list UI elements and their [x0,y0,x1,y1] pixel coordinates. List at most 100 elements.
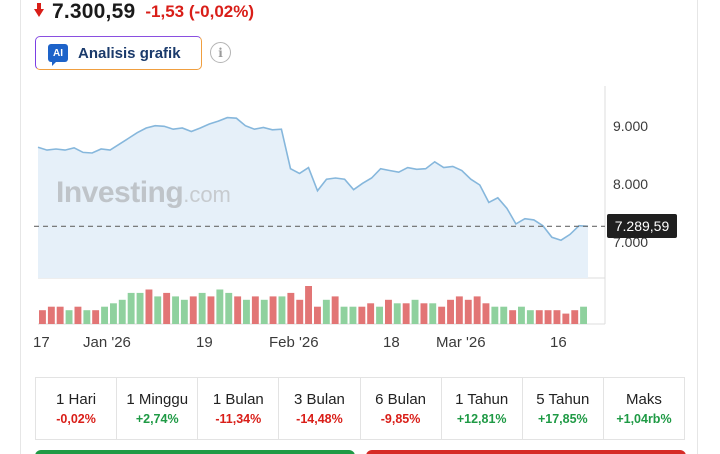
arrow-down-icon [34,3,44,17]
volume-bar [163,292,171,324]
volume-bar [314,306,321,324]
price-line [37,116,589,242]
period-1-bulan[interactable]: 1 Bulan -11,34% [198,378,280,439]
volume-bar [411,299,419,324]
quote-card [20,0,698,454]
price-area [38,117,588,278]
volume-bar [500,306,508,324]
price-chart-svg [34,86,606,325]
x-tick-label: Jan '26 [83,334,131,351]
volume-bar [65,310,73,324]
period-label: Maks [626,391,662,408]
period-change: -9,85% [380,412,421,426]
volume-bar [580,306,587,324]
volume-bar [207,296,215,324]
volume-bar [180,299,188,324]
investing-watermark: Investing.com [56,176,231,210]
volume-bar [243,299,250,324]
volume-bar [518,306,525,324]
period-5-tahun[interactable]: 5 Tahun +17,85% [523,378,604,439]
volume-bar [482,303,490,324]
buy-button[interactable] [35,450,355,454]
period-6-bulan[interactable]: 6 Bulan -9,85% [361,378,442,439]
volume-bar [473,296,481,324]
volume-bar [92,310,100,324]
volume-bar [331,296,339,324]
period-label: 1 Hari [56,391,97,408]
period-change: -11,34% [215,412,262,426]
period-change: +12,81% [456,412,507,426]
volume-bar [47,306,55,324]
x-tick-label: 18 [383,334,400,351]
volume-bar [39,310,46,324]
volume-bar [278,296,286,324]
period-label: 3 Bulan [294,391,345,408]
y-tick-label: 9.000 [613,117,649,134]
period-1-hari[interactable]: 1 Hari -0,02% [36,378,118,439]
volume-bar [571,310,579,324]
volume-bar [56,306,64,324]
volume-bar [260,299,268,324]
volume-bar [74,306,82,324]
chart-analysis-label: Analisis grafik [78,44,181,62]
volume-bar [491,306,499,324]
volume-bar [535,310,543,324]
price-change: -1,53 (-0,02%) [145,2,254,22]
period-label: 1 Bulan [212,391,264,408]
volume-bar [562,313,570,324]
volume-bar [101,306,108,324]
volume-bar [198,292,206,324]
period-maks[interactable]: Maks +1,04rb% [604,378,684,439]
volume-bar [340,306,348,324]
volume-bar [172,296,179,324]
period-change: +1,04rb% [616,412,672,426]
volume-bar [225,292,233,324]
x-tick-label: Feb '26 [269,334,319,351]
period-1-tahun[interactable]: 1 Tahun +12,81% [442,378,523,439]
x-tick-label: Mar '26 [436,334,486,351]
volume-bar [420,303,428,324]
volume-bar [322,299,330,324]
period-change: +2,74% [135,412,179,426]
volume-bar [234,296,242,324]
price-change-percent: (-0,02%) [188,2,255,21]
watermark-main: Investing [56,176,184,209]
volume-bar [376,306,383,324]
performance-periods: 1 Hari -0,02% 1 Minggu +2,74% 1 Bulan -11,34%… [35,377,685,440]
x-tick-label: 16 [550,334,567,351]
period-3-bulan[interactable]: 3 Bulan -14,48% [279,378,361,439]
volume-bar [509,310,517,324]
y-tick-label: 7.000 [613,234,649,251]
price-change-value: -1,53 [145,2,185,21]
period-change: -0,02% [56,412,96,426]
period-1-minggu[interactable]: 1 Minggu +2,74% [117,378,199,439]
volume-bar [154,296,162,324]
last-price-tag: 7.289,59 [607,214,677,239]
volume-bar [358,306,366,324]
x-tick-label: 17 [33,334,50,351]
last-price: 7.300,59 [52,0,136,23]
volume-bar [287,292,295,324]
volume-bar [385,299,392,324]
volume-bar [110,303,117,324]
volume-bar [118,299,126,324]
volume-bar [216,289,224,324]
volume-bar [269,296,277,324]
period-label: 5 Tahun [536,391,590,408]
volume-bar [189,296,197,324]
volume-bar [127,292,135,324]
info-icon[interactable]: i [210,42,231,63]
watermark-suffix: .com [183,182,231,207]
period-label: 1 Tahun [455,391,509,408]
period-change: +17,85% [537,412,588,426]
period-label: 6 Bulan [375,391,426,408]
price-chart[interactable]: Investing.com 9.000 8.000 7.000 7.289,59 [0,84,720,359]
chart-analysis-button[interactable]: AI Analisis grafik [35,36,202,70]
volume-bar [526,310,534,324]
volume-bar [136,292,144,324]
volume-bar [251,296,259,324]
sell-button[interactable] [366,450,686,454]
volume-bar [305,286,312,324]
volume-bar [393,303,401,324]
volume-bar [553,310,561,324]
